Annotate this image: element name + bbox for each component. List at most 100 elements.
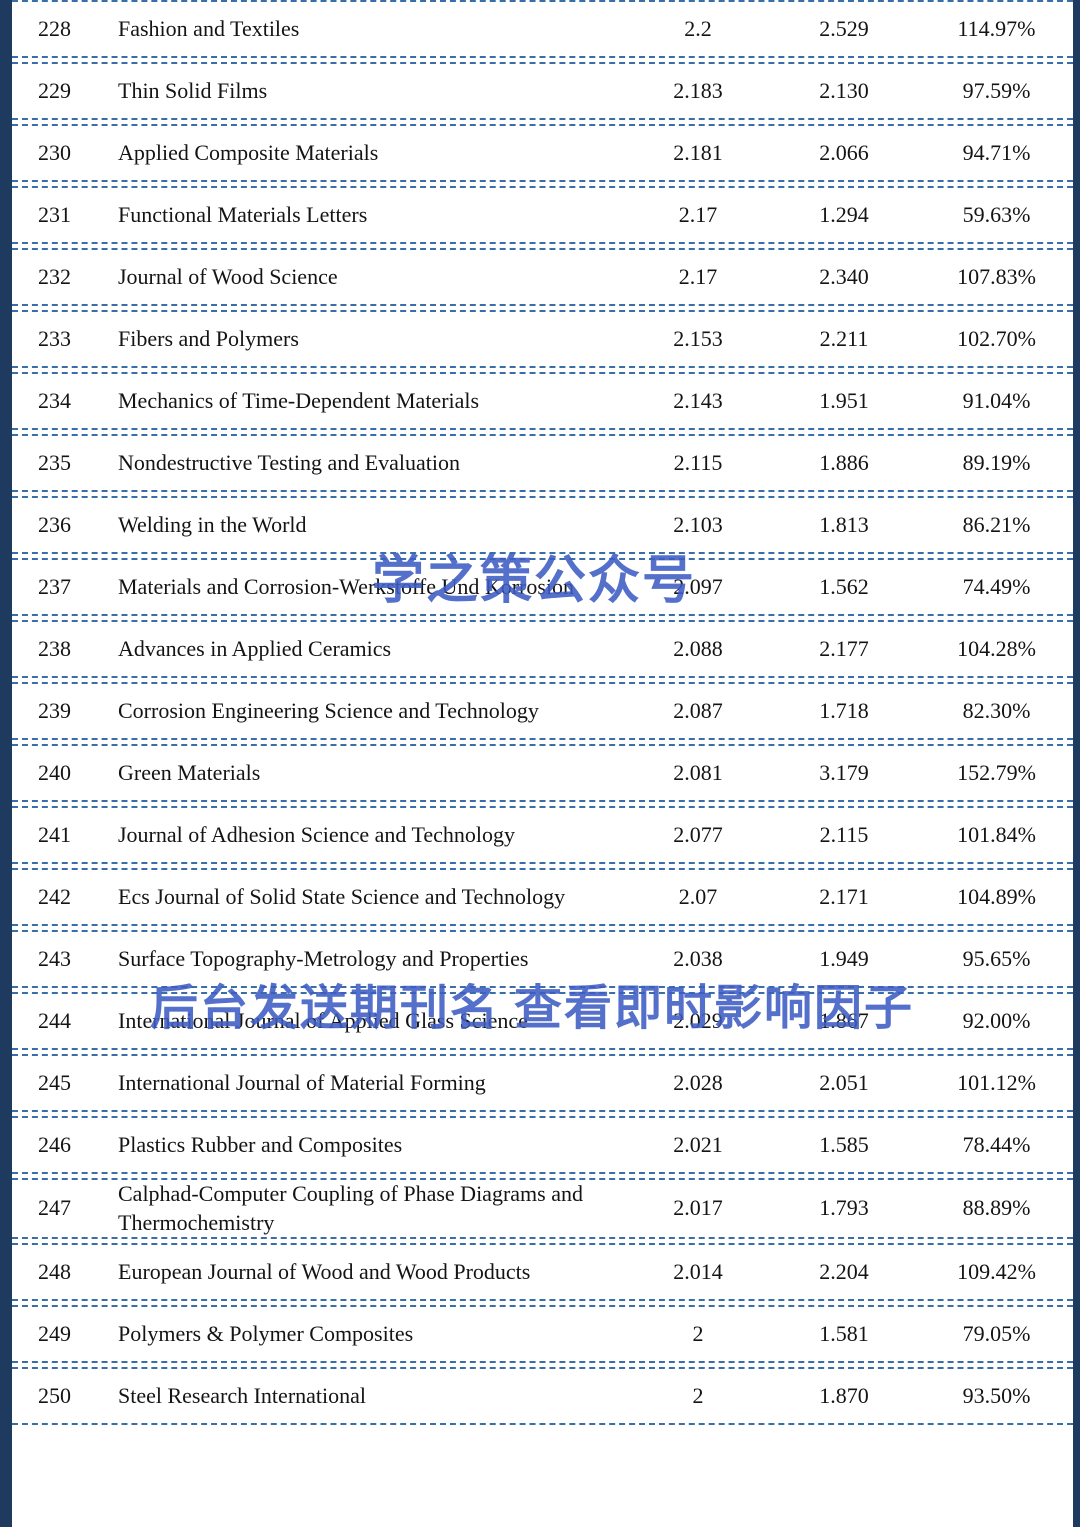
cell-journal: Steel Research International — [118, 1382, 367, 1408]
cell-rank: 248 — [38, 1258, 71, 1284]
cell-percent: 88.89% — [962, 1195, 1031, 1221]
cell-value1: 2.029 — [673, 1007, 723, 1033]
left-border-bar — [0, 0, 12, 1527]
table-row: 233 Fibers and Polymers 2.153 2.211 102.70% — [12, 310, 1073, 368]
cell-percent: 107.83% — [957, 263, 1036, 289]
cell-rank: 239 — [38, 697, 71, 723]
cell-value1: 2.103 — [673, 511, 723, 537]
cell-rank: 240 — [38, 759, 71, 785]
table-row: 237 Materials and Corrosion-Werkstoffe Un… — [12, 558, 1073, 616]
cell-value2: 2.171 — [819, 883, 869, 909]
cell-journal: Thin Solid Films — [118, 77, 268, 103]
cell-rank: 229 — [38, 77, 71, 103]
cell-journal: Functional Materials Letters — [118, 201, 368, 227]
cell-rank: 246 — [38, 1131, 71, 1157]
cell-rank: 244 — [38, 1007, 71, 1033]
cell-rank: 243 — [38, 945, 71, 971]
cell-percent: 101.12% — [957, 1069, 1036, 1095]
cell-rank: 247 — [38, 1195, 71, 1221]
cell-value2: 1.813 — [819, 511, 869, 537]
cell-value2: 2.066 — [819, 139, 869, 165]
cell-rank: 234 — [38, 387, 71, 413]
cell-value1: 2.081 — [673, 759, 723, 785]
cell-percent: 89.19% — [962, 449, 1031, 475]
cell-rank: 237 — [38, 573, 71, 599]
cell-value1: 2.183 — [673, 77, 723, 103]
cell-value1: 2.087 — [673, 697, 723, 723]
cell-percent: 114.97% — [957, 15, 1036, 41]
right-border-bar — [1073, 0, 1080, 1527]
cell-value1: 2.038 — [673, 945, 723, 971]
cell-value2: 1.951 — [819, 387, 869, 413]
table-row: 247 Calphad-Computer Coupling of Phase Di… — [12, 1178, 1073, 1240]
cell-value1: 2.2 — [684, 15, 712, 41]
table-row: 250 Steel Research International 2 1.870 93.… — [12, 1367, 1073, 1426]
table-row: 245 International Journal of Material For… — [12, 1054, 1073, 1112]
cell-journal: Applied Composite Materials — [118, 139, 379, 165]
table-row: 228 Fashion and Textiles 2.2 2.529 114.97% — [12, 0, 1073, 58]
cell-journal: Calphad-Computer Coupling of Phase Diagr… — [118, 1181, 583, 1235]
cell-value2: 1.870 — [819, 1382, 869, 1408]
table-row: 239 Corrosion Engineering Science and Tec… — [12, 682, 1073, 740]
journal-table: 228 Fashion and Textiles 2.2 2.529 114.97% 22… — [12, 0, 1073, 1429]
cell-journal: Journal of Wood Science — [118, 263, 338, 289]
cell-rank: 249 — [38, 1320, 71, 1346]
cell-journal: Journal of Adhesion Science and Technolo… — [118, 821, 516, 847]
cell-value1: 2.143 — [673, 387, 723, 413]
cell-value2: 2.115 — [819, 821, 869, 847]
cell-percent: 86.21% — [962, 511, 1031, 537]
cell-value2: 1.949 — [819, 945, 869, 971]
table-row: 230 Applied Composite Materials 2.181 2.066… — [12, 124, 1073, 182]
cell-percent: 94.71% — [962, 139, 1031, 165]
cell-journal: Materials and Corrosion-Werkstoffe Und K… — [118, 573, 575, 599]
table-row: 235 Nondestructive Testing and Evaluation… — [12, 434, 1073, 492]
cell-journal: Fashion and Textiles — [118, 15, 300, 41]
cell-percent: 97.59% — [962, 77, 1031, 103]
cell-journal: Plastics Rubber and Composites — [118, 1131, 403, 1157]
cell-percent: 91.04% — [962, 387, 1031, 413]
cell-journal: Advances in Applied Ceramics — [118, 635, 392, 661]
cell-rank: 238 — [38, 635, 71, 661]
cell-percent: 104.28% — [957, 635, 1036, 661]
cell-rank: 231 — [38, 201, 71, 227]
cell-percent: 109.42% — [957, 1258, 1036, 1284]
cell-value1: 2.07 — [678, 883, 718, 909]
cell-value1: 2.115 — [673, 449, 723, 475]
cell-value1: 2.17 — [678, 201, 718, 227]
table-row: 234 Mechanics of Time-Dependent Materials… — [12, 372, 1073, 430]
cell-rank: 241 — [38, 821, 71, 847]
cell-value2: 1.793 — [819, 1195, 869, 1221]
cell-journal: International Journal of Applied Glass S… — [118, 1007, 528, 1033]
cell-value2: 1.562 — [819, 573, 869, 599]
cell-value2: 2.340 — [819, 263, 869, 289]
cell-value1: 2 — [692, 1382, 704, 1408]
cell-value2: 2.177 — [819, 635, 869, 661]
table-row: 244 International Journal of Applied Glas… — [12, 992, 1073, 1050]
cell-value1: 2.097 — [673, 573, 723, 599]
table-row: 236 Welding in the World 2.103 1.813 86.21% — [12, 496, 1073, 554]
cell-journal: Polymers & Polymer Composites — [118, 1320, 414, 1346]
cell-journal: International Journal of Material Formin… — [118, 1069, 486, 1095]
cell-rank: 242 — [38, 883, 71, 909]
table-row: 238 Advances in Applied Ceramics 2.088 2.17… — [12, 620, 1073, 678]
cell-value1: 2.014 — [673, 1258, 723, 1284]
cell-journal: Corrosion Engineering Science and Techno… — [118, 697, 539, 723]
table-row: 243 Surface Topography-Metrology and Prop… — [12, 930, 1073, 988]
table-row: 231 Functional Materials Letters 2.17 1.294… — [12, 186, 1073, 244]
cell-journal: European Journal of Wood and Wood Produc… — [118, 1258, 531, 1284]
cell-rank: 230 — [38, 139, 71, 165]
cell-journal: Mechanics of Time-Dependent Materials — [118, 387, 480, 413]
cell-value1: 2 — [692, 1320, 704, 1346]
cell-value1: 2.181 — [673, 139, 723, 165]
cell-rank: 232 — [38, 263, 71, 289]
table-row: 248 European Journal of Wood and Wood Pro… — [12, 1243, 1073, 1302]
cell-value2: 1.294 — [819, 201, 869, 227]
cell-percent: 101.84% — [957, 821, 1036, 847]
cell-rank: 233 — [38, 325, 71, 351]
cell-value2: 1.581 — [819, 1320, 869, 1346]
cell-percent: 74.49% — [962, 573, 1031, 599]
table-row: 241 Journal of Adhesion Science and Techn… — [12, 806, 1073, 864]
cell-value2: 2.211 — [819, 325, 869, 351]
cell-rank: 235 — [38, 449, 71, 475]
cell-percent: 59.63% — [962, 201, 1031, 227]
